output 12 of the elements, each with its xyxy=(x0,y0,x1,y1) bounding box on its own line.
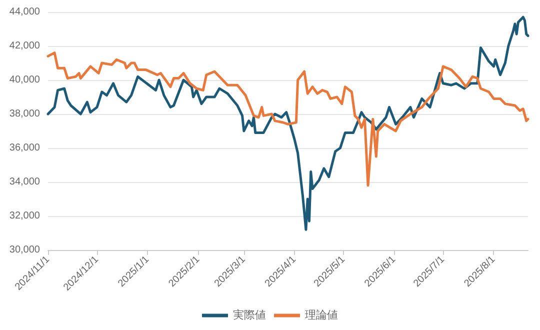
line-series xyxy=(46,52,530,187)
legend-label: 実際値 xyxy=(233,308,266,322)
y-tick-label: 44,000 xyxy=(9,6,40,18)
line-series xyxy=(46,16,530,231)
y-tick-label: 30,000 xyxy=(9,244,40,256)
y-tick-label: 32,000 xyxy=(9,210,40,222)
y-tick-label: 36,000 xyxy=(9,142,40,154)
y-tick-label: 38,000 xyxy=(9,108,40,120)
y-tick-label: 40,000 xyxy=(9,74,40,86)
y-tick-label: 34,000 xyxy=(9,176,40,188)
y-tick-label: 42,000 xyxy=(9,40,40,52)
legend-label: 理論値 xyxy=(305,308,338,322)
